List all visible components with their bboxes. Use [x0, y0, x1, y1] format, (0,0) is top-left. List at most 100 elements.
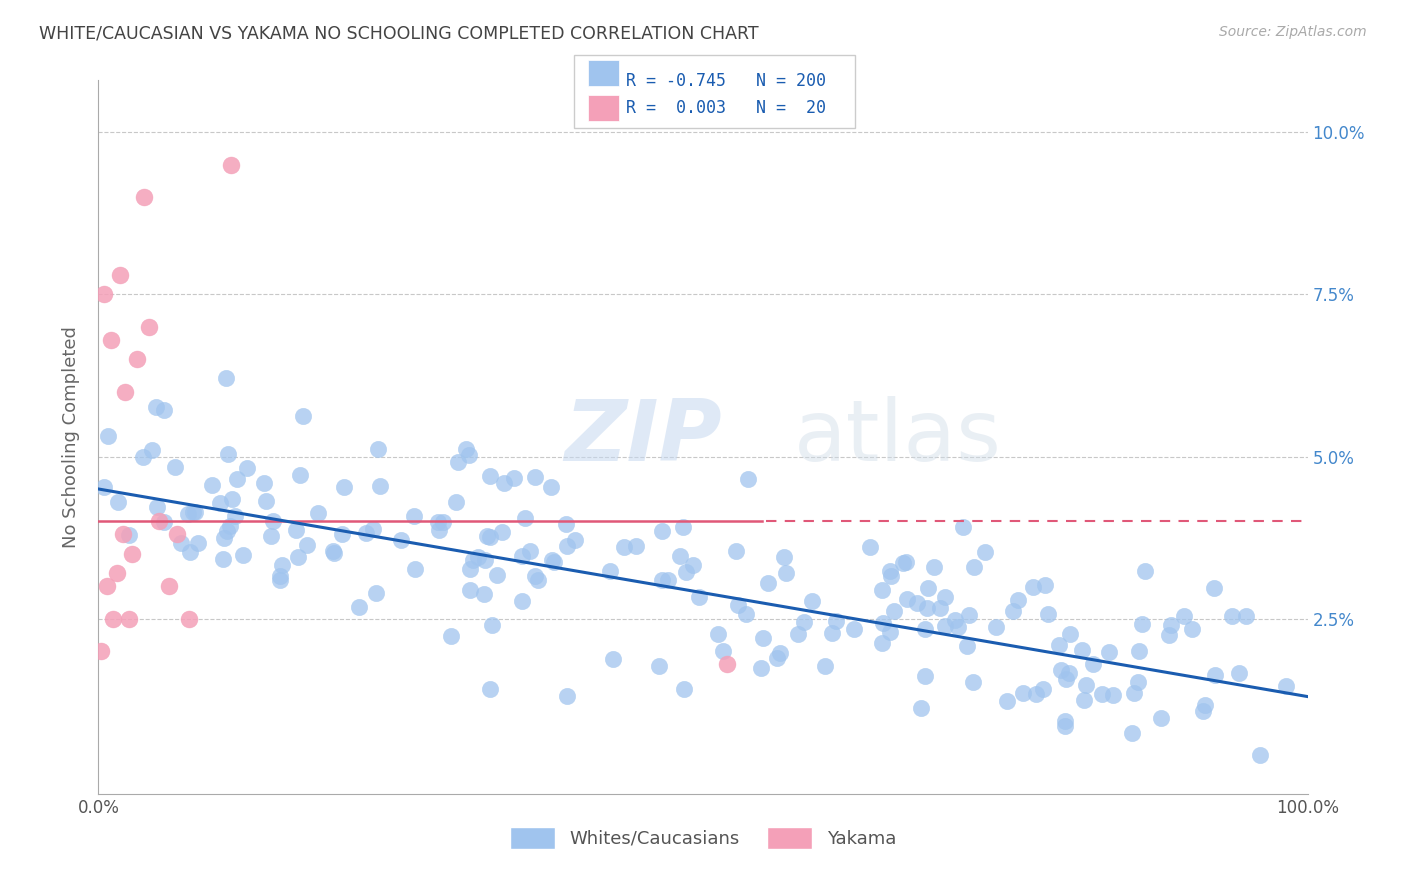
Point [602, 652, 624, 666]
Point [934, 590, 956, 604]
Point [354, 525, 377, 540]
Point [672, 520, 695, 534]
Y-axis label: No Schooling Completed: No Schooling Completed [62, 326, 80, 548]
Point [1160, 617, 1182, 632]
Point [141, 442, 163, 457]
Point [787, 627, 810, 641]
Point [486, 568, 509, 582]
Point [793, 615, 815, 629]
Point [114, 384, 136, 399]
Point [284, 523, 307, 537]
Point [145, 500, 167, 515]
Point [1123, 686, 1146, 700]
Point [427, 515, 450, 529]
Point [322, 546, 344, 560]
Point [555, 539, 578, 553]
Text: ZIP: ZIP [564, 395, 721, 479]
Point [1053, 719, 1076, 733]
Point [366, 586, 388, 600]
Point [170, 535, 193, 549]
Point [463, 553, 485, 567]
Point [821, 625, 844, 640]
Point [1204, 581, 1226, 595]
Point [478, 530, 501, 544]
Point [138, 319, 160, 334]
Point [260, 529, 283, 543]
Point [474, 553, 496, 567]
Point [90, 644, 112, 658]
Point [1001, 604, 1024, 618]
Point [467, 550, 489, 565]
Point [177, 507, 200, 521]
Point [523, 469, 546, 483]
Point [749, 661, 772, 675]
Point [291, 409, 314, 424]
Point [962, 675, 984, 690]
Point [945, 613, 967, 627]
Point [458, 448, 481, 462]
Point [651, 574, 673, 588]
Point [254, 494, 277, 508]
Point [883, 604, 905, 618]
Point [524, 569, 547, 583]
Point [651, 524, 673, 539]
Point [1249, 748, 1271, 763]
Point [711, 643, 734, 657]
Point [148, 515, 170, 529]
Point [165, 460, 187, 475]
Point [152, 515, 174, 529]
Point [1071, 643, 1094, 657]
Point [974, 545, 997, 559]
Point [613, 540, 636, 554]
Point [1101, 688, 1123, 702]
Point [118, 528, 141, 542]
Point [675, 565, 697, 579]
Point [917, 581, 939, 595]
Point [447, 455, 470, 469]
Point [179, 612, 201, 626]
Point [307, 506, 329, 520]
Point [295, 538, 318, 552]
Point [540, 553, 562, 567]
Point [870, 636, 893, 650]
Point [97, 429, 120, 443]
Point [145, 400, 167, 414]
Point [232, 548, 254, 562]
Point [946, 620, 969, 634]
Point [333, 479, 356, 493]
Point [404, 562, 426, 576]
Text: WHITE/CAUCASIAN VS YAKAMA NO SCHOOLING COMPLETED CORRELATION CHART: WHITE/CAUCASIAN VS YAKAMA NO SCHOOLING C… [39, 25, 759, 43]
Point [1053, 714, 1076, 728]
Point [184, 505, 207, 519]
Point [219, 519, 242, 533]
Point [915, 601, 938, 615]
Point [367, 442, 389, 456]
Point [510, 549, 533, 564]
Point [134, 190, 156, 204]
Point [775, 566, 797, 580]
Point [669, 549, 692, 563]
Point [100, 333, 122, 347]
Point [543, 555, 565, 569]
Point [648, 658, 671, 673]
Point [986, 620, 1008, 634]
Point [402, 509, 425, 524]
Point [513, 511, 536, 525]
Point [724, 544, 747, 558]
Point [118, 612, 141, 626]
Point [153, 402, 176, 417]
Point [269, 573, 291, 587]
Point [111, 527, 134, 541]
Point [212, 531, 235, 545]
Point [599, 565, 621, 579]
Point [236, 460, 259, 475]
Point [772, 549, 794, 564]
Point [389, 533, 412, 547]
Point [224, 509, 246, 524]
Point [995, 694, 1018, 708]
Text: R =  0.003   N =  20: R = 0.003 N = 20 [626, 99, 825, 117]
Point [491, 525, 513, 540]
Point [879, 569, 901, 583]
Point [896, 591, 918, 606]
Point [1150, 711, 1173, 725]
